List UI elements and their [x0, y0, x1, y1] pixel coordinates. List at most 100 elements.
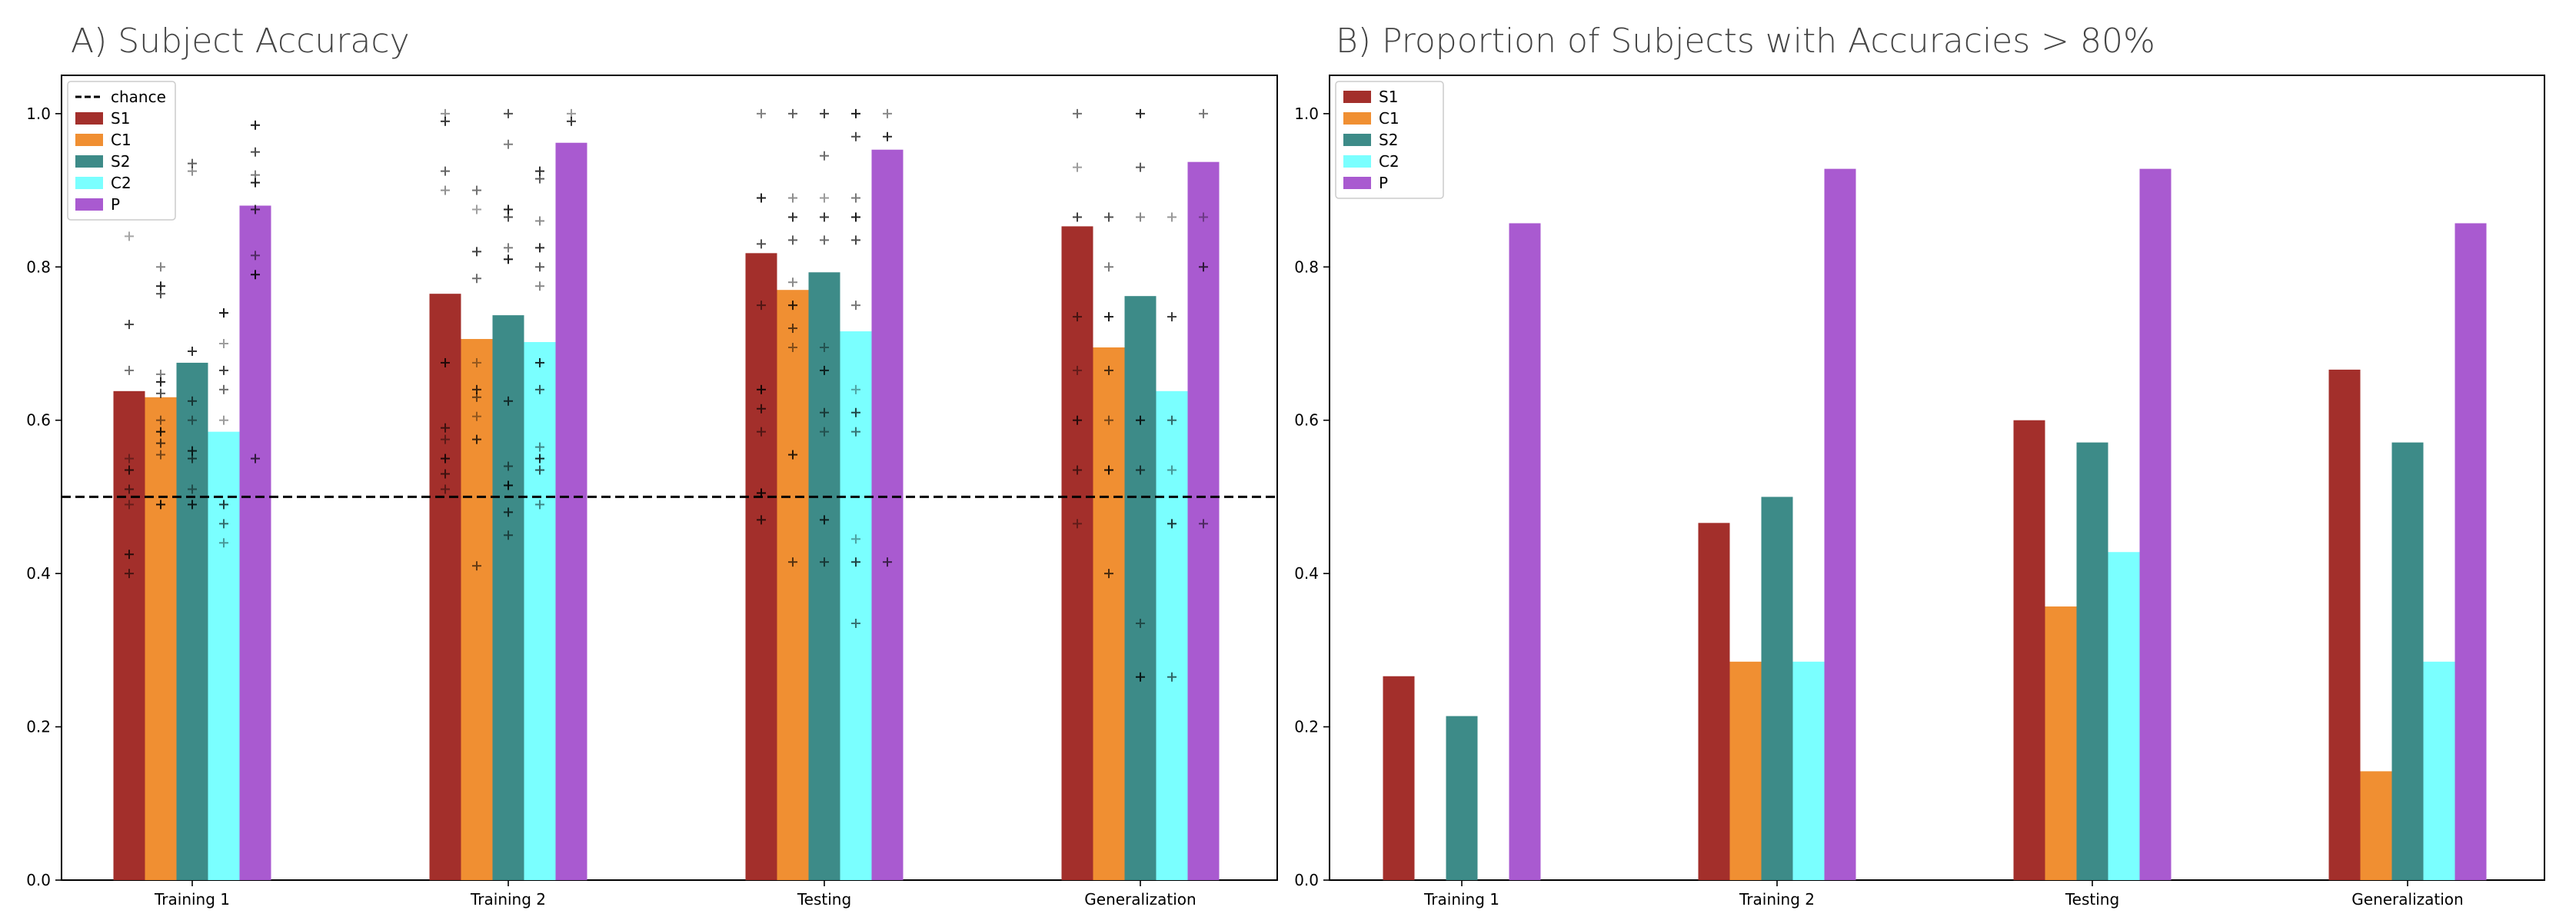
subject-marker — [535, 174, 544, 184]
subject-marker — [188, 158, 197, 168]
subject-marker — [125, 569, 134, 579]
subject-marker — [883, 557, 892, 567]
y-tick-label: 1.0 — [1294, 105, 1319, 123]
subject-marker — [219, 339, 228, 348]
bar-c1 — [145, 397, 177, 880]
chart-b-title: B) Proportion of Subjects with Accuracie… — [1336, 22, 2155, 61]
subject-marker — [757, 384, 766, 394]
legend-swatch-p — [1343, 177, 1371, 189]
bar-c1 — [1729, 661, 1762, 880]
y-tick-label: 0.8 — [26, 257, 51, 276]
subject-marker — [1167, 672, 1177, 682]
legend-swatch-c2 — [1343, 155, 1371, 168]
x-tick-label: Training 2 — [470, 890, 546, 909]
subject-marker — [156, 377, 165, 387]
subject-marker — [535, 384, 544, 394]
subject-marker — [156, 262, 165, 272]
subject-marker — [156, 415, 165, 425]
subject-marker — [1136, 415, 1145, 425]
subject-marker — [219, 500, 228, 510]
bar-s1 — [2328, 369, 2361, 881]
subject-marker — [820, 515, 829, 525]
bar-p — [2139, 168, 2172, 880]
legend-label: P — [1379, 174, 1388, 192]
subject-marker — [188, 396, 197, 406]
subject-marker — [1199, 262, 1208, 272]
subject-marker — [472, 204, 481, 214]
subject-marker — [251, 178, 260, 188]
subject-marker — [788, 450, 797, 460]
legend-swatch-c1 — [75, 134, 103, 146]
bar-p — [1509, 223, 1541, 880]
chart-a-svg: A) Subject Accuracy 0.0 0.2 0.4 0.6 0.8 1.0 Tr… — [26, 22, 1278, 909]
legend-label: S2 — [1379, 131, 1398, 149]
subject-marker — [472, 411, 481, 421]
subject-marker — [1104, 212, 1113, 222]
x-tick-label: Training 1 — [1423, 890, 1499, 909]
subject-marker — [535, 281, 544, 291]
subject-marker — [535, 357, 544, 367]
subject-marker — [788, 301, 797, 311]
subject-marker — [851, 557, 860, 567]
bar-c1 — [461, 339, 493, 880]
bar-s2 — [176, 362, 208, 880]
subject-marker — [535, 442, 544, 452]
subject-marker — [757, 301, 766, 311]
subject-marker — [883, 108, 892, 118]
subject-marker — [535, 500, 544, 510]
legend-swatch-s1 — [1343, 91, 1371, 103]
y-tick-label: 0.6 — [26, 411, 51, 430]
y-tick-label: 0.0 — [26, 871, 51, 889]
subject-marker — [1167, 415, 1177, 425]
subject-marker — [472, 392, 481, 402]
subject-marker — [504, 396, 513, 406]
subject-marker — [188, 166, 197, 176]
subject-marker — [156, 438, 165, 448]
bar-c2 — [1792, 661, 1825, 880]
bar-p — [2455, 223, 2487, 880]
subject-marker — [125, 465, 134, 475]
subject-marker — [851, 301, 860, 311]
subject-marker — [188, 346, 197, 356]
plot-frame — [61, 75, 1278, 881]
subject-marker — [504, 139, 513, 149]
subject-marker — [535, 243, 544, 253]
subject-marker — [1199, 519, 1208, 529]
subject-marker — [820, 108, 829, 118]
bar-c2 — [2423, 661, 2455, 880]
legend-swatch-s2 — [1343, 134, 1371, 146]
bar-s2 — [492, 315, 524, 880]
subject-marker — [535, 465, 544, 475]
subject-marker — [757, 515, 766, 525]
subject-marker — [1199, 212, 1208, 222]
plot-frame — [1329, 75, 2545, 881]
subject-marker — [504, 530, 513, 540]
subject-marker — [535, 454, 544, 463]
subject-marker — [156, 388, 165, 398]
y-tick-label: 0.6 — [1294, 411, 1319, 430]
subject-marker — [125, 320, 134, 330]
subject-marker — [820, 557, 829, 567]
subject-marker — [441, 185, 450, 195]
bar-s1 — [1383, 676, 1415, 880]
bar-s1 — [1061, 226, 1093, 880]
subject-marker — [156, 450, 165, 460]
subject-marker — [820, 342, 829, 352]
subject-marker — [472, 561, 481, 571]
subject-marker — [219, 384, 228, 394]
bar-p — [555, 142, 587, 881]
subject-marker — [1073, 108, 1082, 118]
bar-c2 — [840, 331, 872, 880]
subject-marker — [851, 618, 860, 628]
x-tick-label: Training 2 — [1739, 890, 1815, 909]
bar-p — [1824, 168, 1856, 880]
subject-marker — [125, 231, 134, 241]
bar-p — [871, 149, 904, 881]
subject-marker — [788, 557, 797, 567]
subject-marker — [851, 384, 860, 394]
subject-marker — [251, 270, 260, 280]
subject-marker — [441, 454, 450, 463]
subject-marker — [219, 415, 228, 425]
y-tick-label: 0.4 — [1294, 564, 1319, 583]
legend-label: C1 — [1379, 109, 1399, 128]
